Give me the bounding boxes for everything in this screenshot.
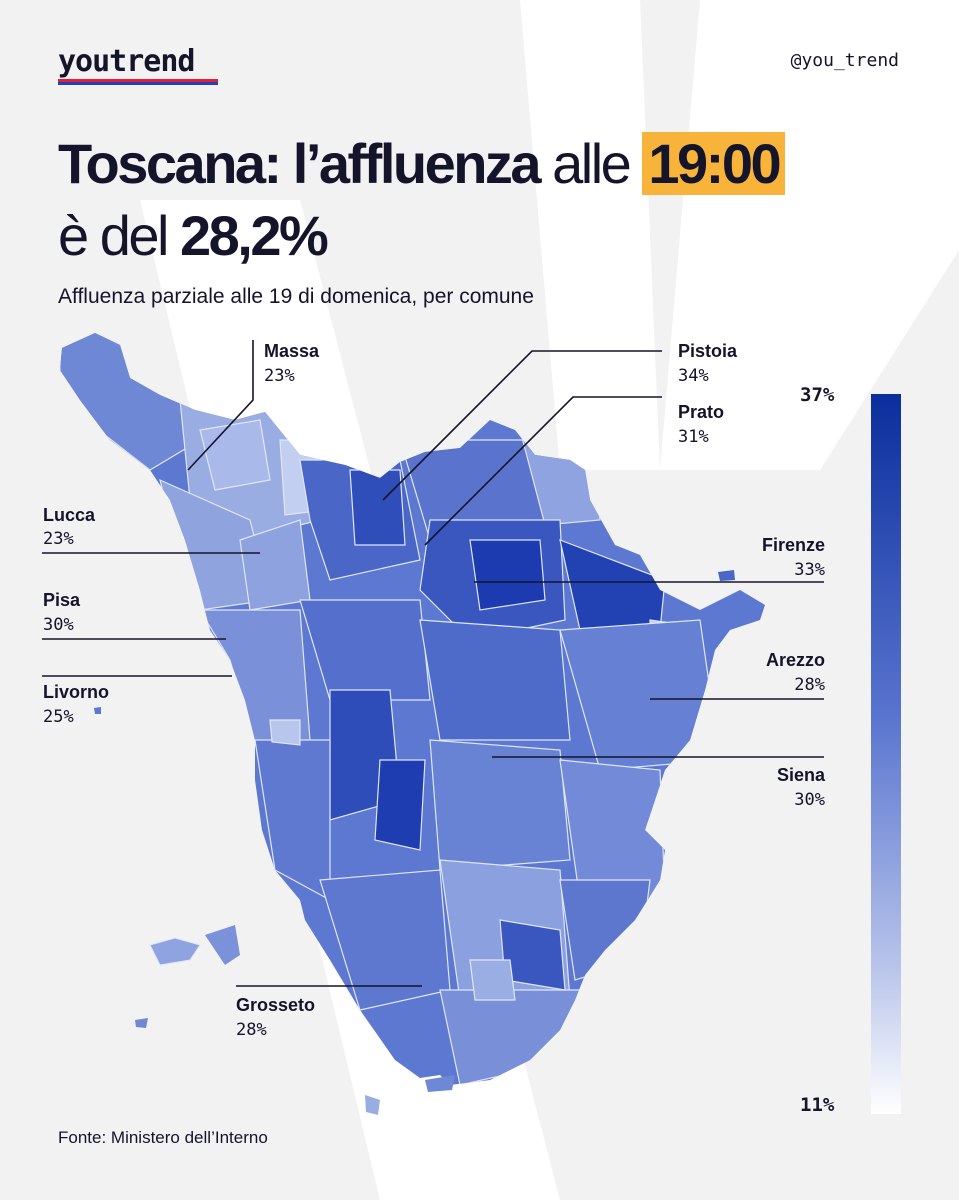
city-value-arezzo: 28% [794,675,825,695]
leader-pistoia [382,350,662,501]
city-value-pisa: 30% [43,615,74,635]
title-region: Toscana [58,132,266,195]
title-sep: : l’ [263,132,322,195]
city-value-pistoia: 34% [678,366,709,386]
social-handle: @you_trend [790,50,899,71]
page-subtitle: Affluenza parziale alle 19 di domenica, … [58,285,534,308]
city-value-prato: 31% [678,427,709,447]
leader-prato [424,396,662,546]
legend-min-label: 11% [800,1094,835,1116]
page-title: Toscana: l’affluenza alle 19:00 è del 28… [58,128,918,272]
city-value-massa: 23% [264,366,295,386]
city-value-livorno: 25% [43,707,74,727]
leader-massa [187,340,254,471]
city-value-lucca: 23% [43,529,74,549]
title-keyword: affluenza [318,132,542,195]
source-note: Fonte: Ministero dell’Interno [58,1128,268,1147]
title-time-highlight: 19:00 [642,132,786,195]
city-name-lucca: Lucca [43,505,96,525]
city-name-pistoia: Pistoia [678,341,738,361]
city-value-siena: 30% [794,790,825,810]
city-name-arezzo: Arezzo [765,650,825,670]
city-name-grosseto: Grosseto [236,995,316,1015]
city-name-massa: Massa [264,341,320,361]
city-value-firenze: 33% [794,560,825,580]
city-name-siena: Siena [776,765,825,785]
city-value-grosseto: 28% [236,1020,267,1040]
title-prep: alle [539,132,643,195]
city-name-firenze: Firenze [761,535,825,555]
youtrend-logo: youtrend [58,44,195,79]
city-name-livorno: Livorno [43,682,109,702]
title-value: 28,2% [180,204,329,267]
city-name-prato: Prato [678,402,725,422]
logo-underline [58,79,218,85]
title-line2: è del [58,204,180,267]
city-name-pisa: Pisa [43,590,81,610]
legend-max-label: 37% [800,384,835,406]
legend-color-scale [871,394,901,1114]
